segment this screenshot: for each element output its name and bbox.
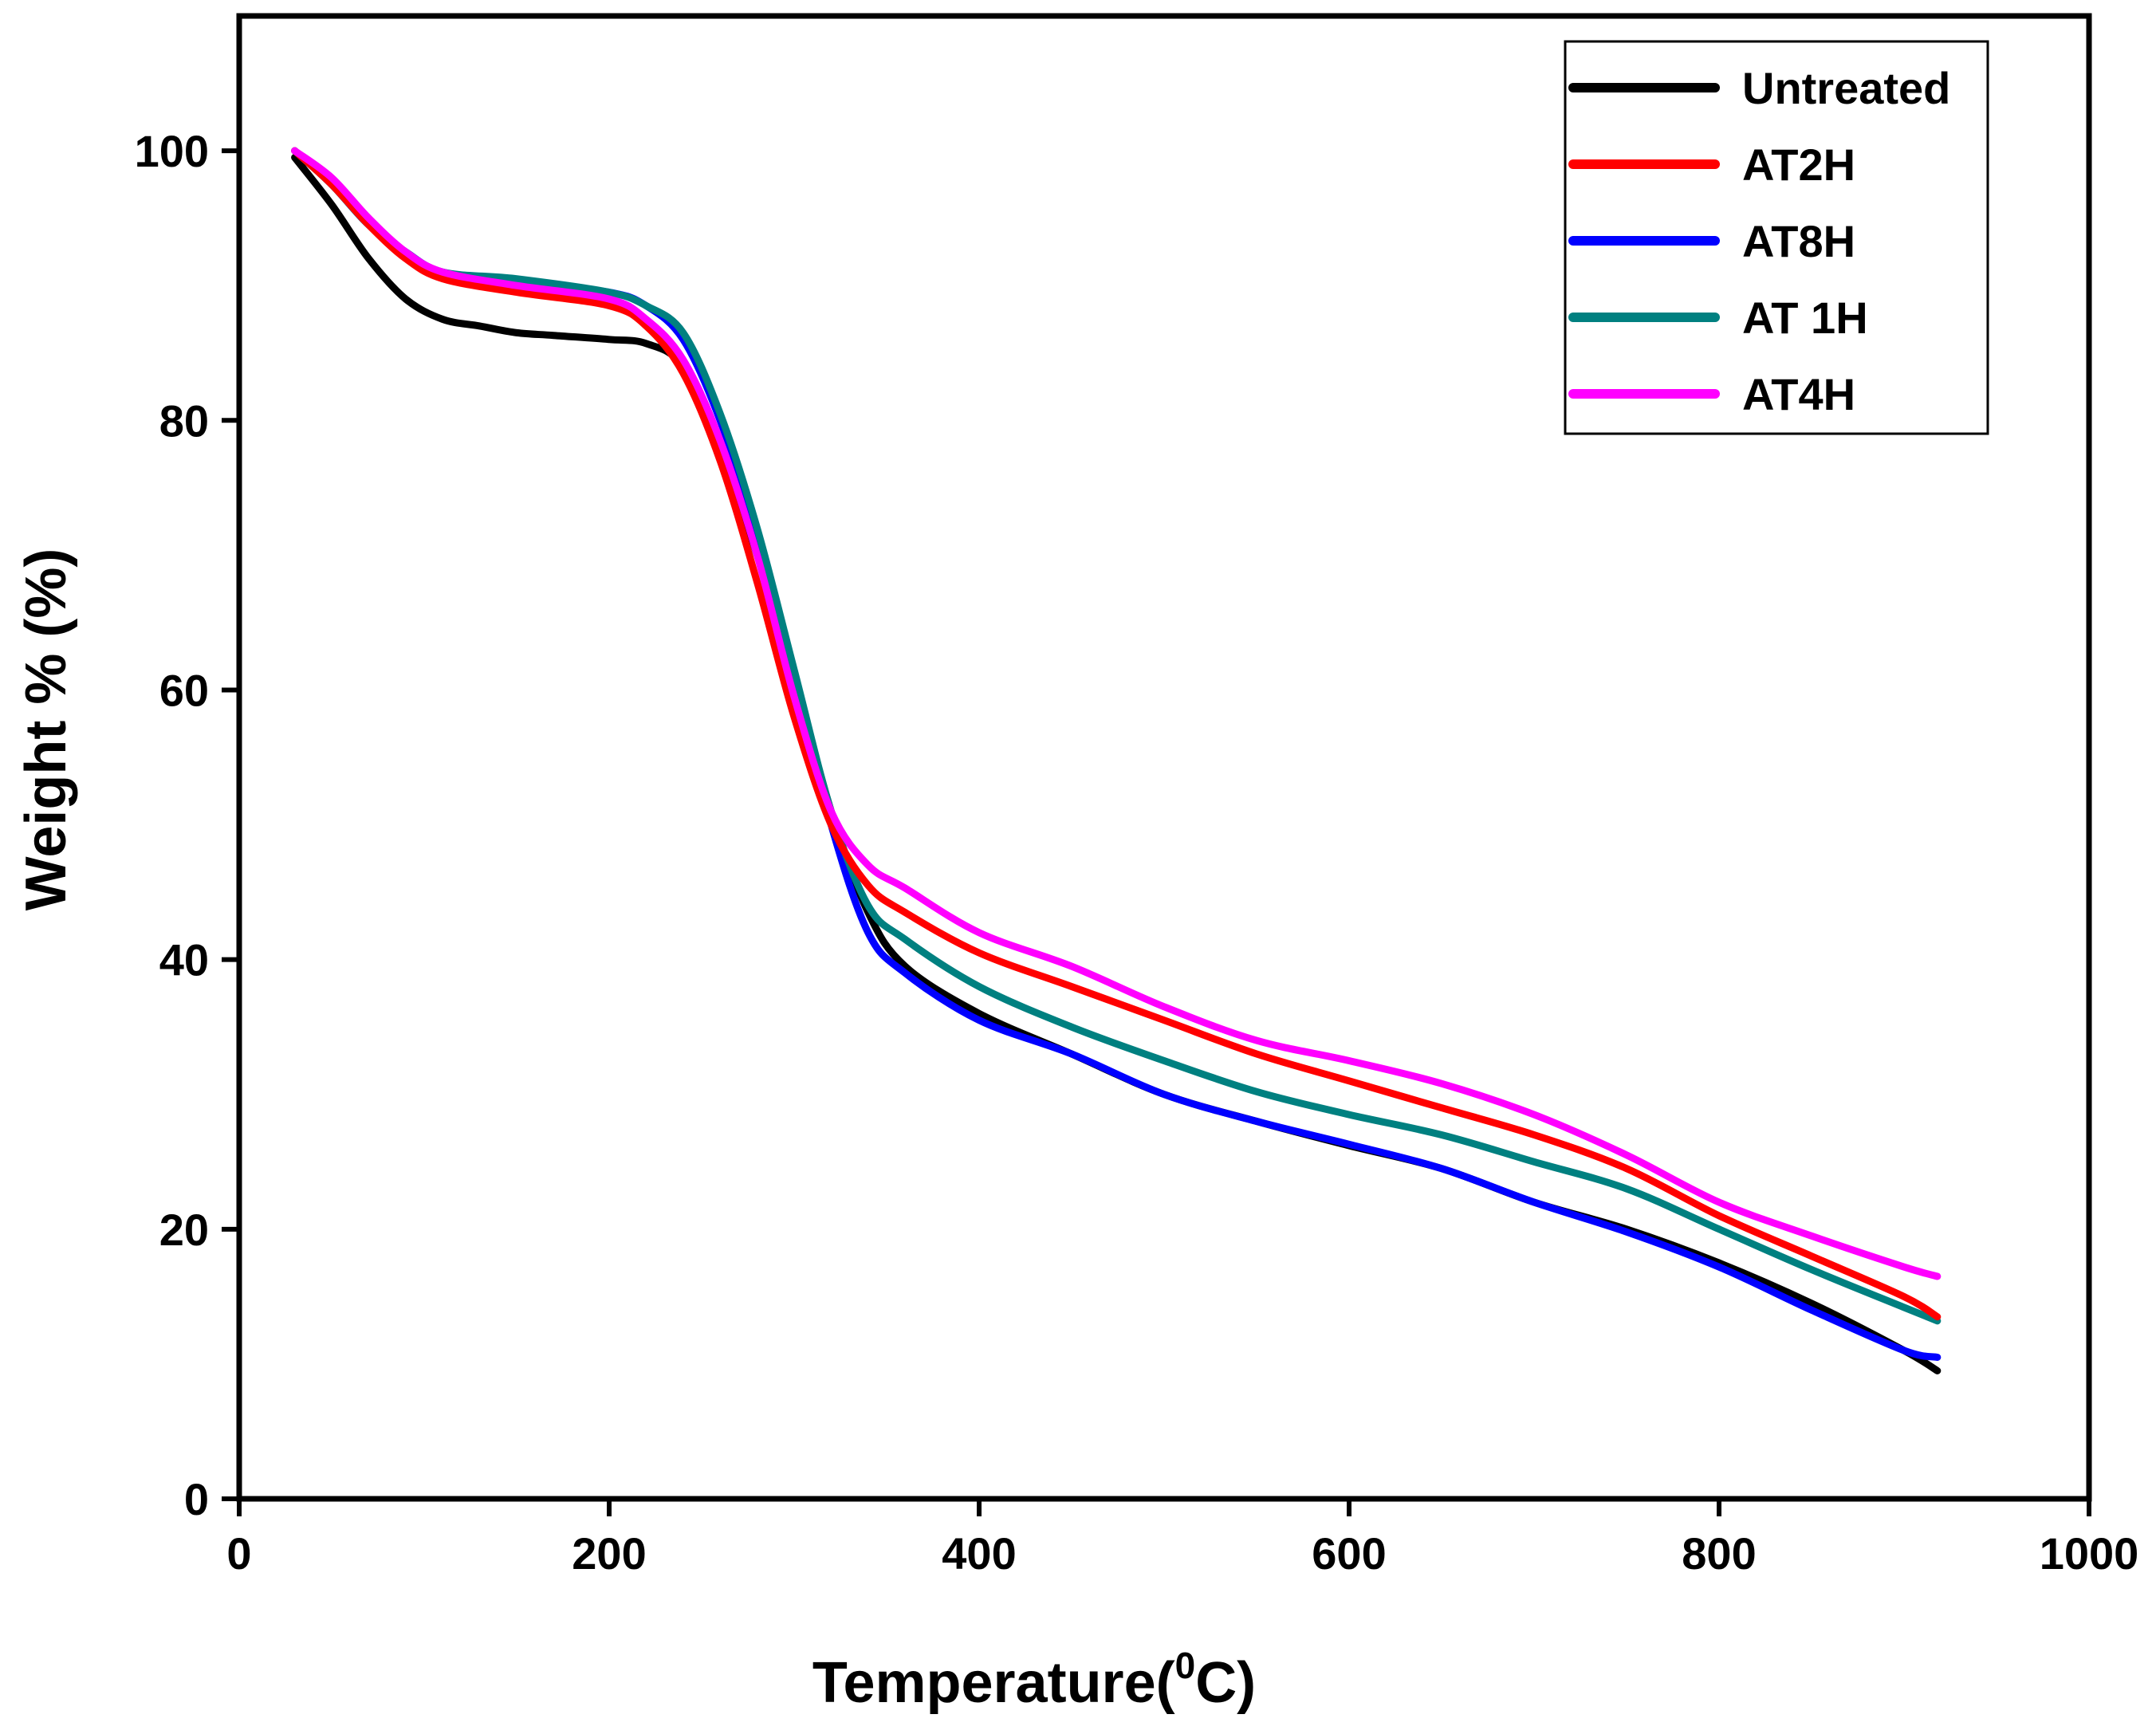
x-tick-label: 200 bbox=[572, 1528, 646, 1579]
plot-frame bbox=[236, 13, 2092, 1502]
y-tick-label: 60 bbox=[159, 665, 209, 715]
x-axis-title-main: Temperature( bbox=[812, 1651, 1175, 1715]
series-line-at-1h bbox=[291, 147, 1942, 1325]
y-axis-title: Weight % (%) bbox=[14, 549, 78, 911]
y-tick-label: 80 bbox=[159, 395, 209, 446]
y-tick-label: 0 bbox=[184, 1474, 209, 1524]
legend-label-at4h: AT4H bbox=[1742, 369, 1855, 419]
x-tick-label: 1000 bbox=[2040, 1528, 2139, 1579]
x-axis-title: Temperature(0C) bbox=[812, 1645, 1256, 1715]
y-tick-label: 20 bbox=[159, 1205, 209, 1255]
series-line-at2h bbox=[291, 147, 1942, 1321]
legend-label-at8h: AT8H bbox=[1742, 216, 1855, 266]
x-axis-title-superscript: 0 bbox=[1175, 1645, 1196, 1686]
series-line-at4h bbox=[291, 147, 1942, 1280]
legend-label-untreated: Untreated bbox=[1742, 63, 1950, 113]
legend-label-at2h: AT2H bbox=[1742, 140, 1855, 190]
x-axis-title-unit: C) bbox=[1195, 1651, 1256, 1715]
x-tick-label: 0 bbox=[226, 1528, 251, 1579]
x-tick-label: 800 bbox=[1682, 1528, 1756, 1579]
legend-label-at-1h: AT 1H bbox=[1742, 293, 1868, 343]
x-tick-label: 400 bbox=[942, 1528, 1016, 1579]
x-tick-label: 600 bbox=[1312, 1528, 1386, 1579]
y-tick-label: 40 bbox=[159, 935, 209, 985]
y-tick-label: 100 bbox=[135, 126, 209, 176]
